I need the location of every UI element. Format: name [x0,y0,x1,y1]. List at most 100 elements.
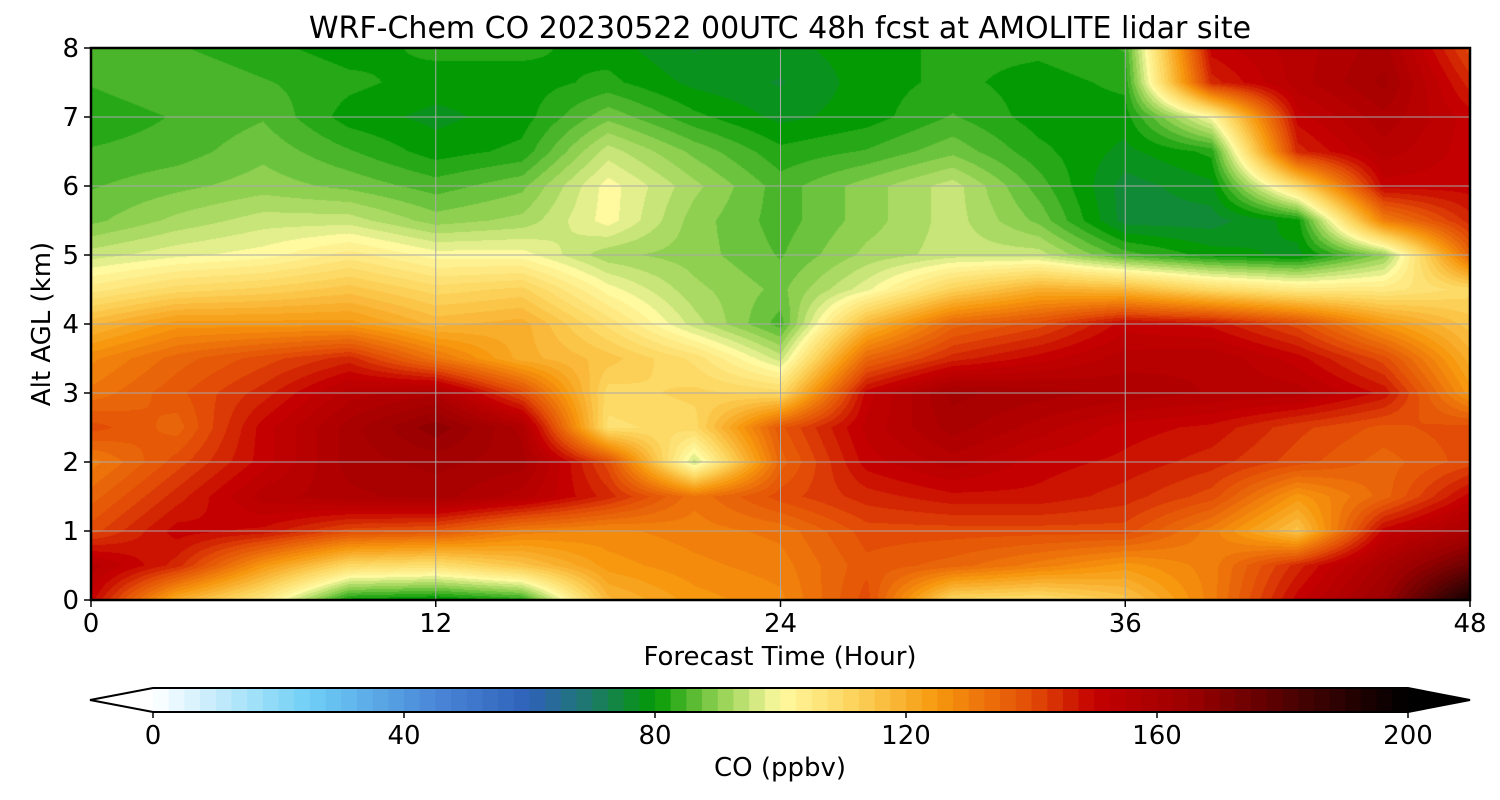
colorbar-segment [1251,688,1268,712]
colorbar-segment [1172,688,1189,712]
colorbar-segment [968,688,986,712]
colorbar-segment [623,688,640,712]
colorbar-segment [1282,688,1299,712]
colorbar-segment [560,688,578,712]
colorbar-segment [780,688,797,712]
colorbar-segment [247,688,264,712]
colorbar-segment [1157,688,1174,712]
colorbar-label: CO (ppbv) [714,753,846,783]
x-tick-label: 12 [419,609,452,639]
colorbar-segment [482,688,499,712]
colorbar-segment [262,688,280,712]
colorbar-segment [388,688,405,712]
colorbar-tick-label: 80 [638,721,671,751]
colorbar-tick-label: 200 [1383,721,1433,751]
colorbar-segment [294,688,311,712]
colorbar-segment [1235,688,1252,712]
colorbar-segment [592,688,609,712]
colorbar-segment [796,688,813,712]
colorbar-segment [372,688,389,712]
colorbar-segment [827,688,844,712]
x-tick-label: 48 [1453,609,1486,639]
y-axis-ticks: 0 1 2 3 4 5 6 7 8 [62,34,91,616]
colorbar-segment [702,688,719,712]
colorbar-segment [1188,688,1205,712]
colorbar-segment [1313,688,1331,712]
colorbar-segment [1125,688,1142,712]
colorbar-segment [906,688,923,712]
colorbar-segment [655,688,672,712]
colorbar-segment [686,688,703,712]
colorbar-segment [419,688,436,712]
colorbar-segment [1141,688,1158,712]
colorbar-segment [1360,688,1378,712]
colorbar-tick-label: 40 [387,721,420,751]
colorbar-segment [1204,688,1221,712]
colorbar-segment [451,688,468,712]
colorbar-segment [717,688,735,712]
colorbar-segment [1062,688,1080,712]
colorbar-segment [733,688,750,712]
x-axis-ticks: 0 12 24 36 48 [83,600,1487,639]
colorbar-segment [325,688,342,712]
colorbar-segment [278,688,295,712]
colorbar-segment [639,688,656,712]
colorbar-segment [1298,688,1315,712]
colorbar-segment [1015,688,1033,712]
x-tick-label: 24 [764,609,797,639]
y-tick-label: 3 [62,379,79,409]
colorbar-segment [435,688,452,712]
colorbar-segment [200,688,217,712]
y-axis-label: Alt AGL (km) [27,242,57,406]
y-tick-label: 4 [62,310,79,340]
colorbar-segment [1376,688,1393,712]
x-tick-label: 36 [1109,609,1142,639]
colorbar-segment [513,688,531,712]
x-axis-label: Forecast Time (Hour) [643,642,916,672]
y-tick-label: 1 [62,517,79,547]
colorbar-segment [545,688,562,712]
colorbar-segment [576,688,593,712]
y-tick-label: 8 [62,34,79,64]
colorbar-segment [498,688,515,712]
colorbar-segment [1078,688,1095,712]
colorbar-segment [858,688,876,712]
colorbar-segment [984,688,1001,712]
colorbar-segment [749,688,766,712]
colorbar-segment [1094,688,1111,712]
colorbar-segment [1219,688,1237,712]
colorbar-segment [764,688,782,712]
colorbar-segment [309,688,327,712]
colorbar-segment [466,688,484,712]
plot-area [89,46,1472,602]
colorbar-tick-label: 160 [1132,721,1182,751]
colorbar-tick-label: 0 [145,721,162,751]
colorbar-segment [153,688,170,712]
colorbar-segment [404,688,421,712]
colorbar-segment [607,688,625,712]
colorbar-segment [231,688,248,712]
colorbar-segment [1047,688,1064,712]
grid-lines [91,48,1470,600]
colorbar-segment [1329,688,1346,712]
colorbar [89,687,1471,713]
colorbar-segment [168,688,185,712]
colorbar-segment [921,688,938,712]
colorbar-segment [215,688,233,712]
colorbar-segment [937,688,954,712]
y-tick-label: 2 [62,448,79,478]
x-tick-label: 0 [83,609,100,639]
y-tick-label: 5 [62,241,79,271]
colorbar-ticks: 0 40 80 120 160 200 [145,712,1433,751]
y-tick-label: 0 [62,586,79,616]
colorbar-segment [890,688,907,712]
colorbar-segment [843,688,860,712]
colorbar-tick-label: 120 [881,721,931,751]
y-tick-label: 7 [62,103,79,133]
colorbar-extend-min [90,688,153,712]
colorbar-segment [874,688,891,712]
colorbar-segment [1031,688,1048,712]
colorbar-extend-max [1408,688,1470,712]
y-tick-label: 6 [62,172,79,202]
